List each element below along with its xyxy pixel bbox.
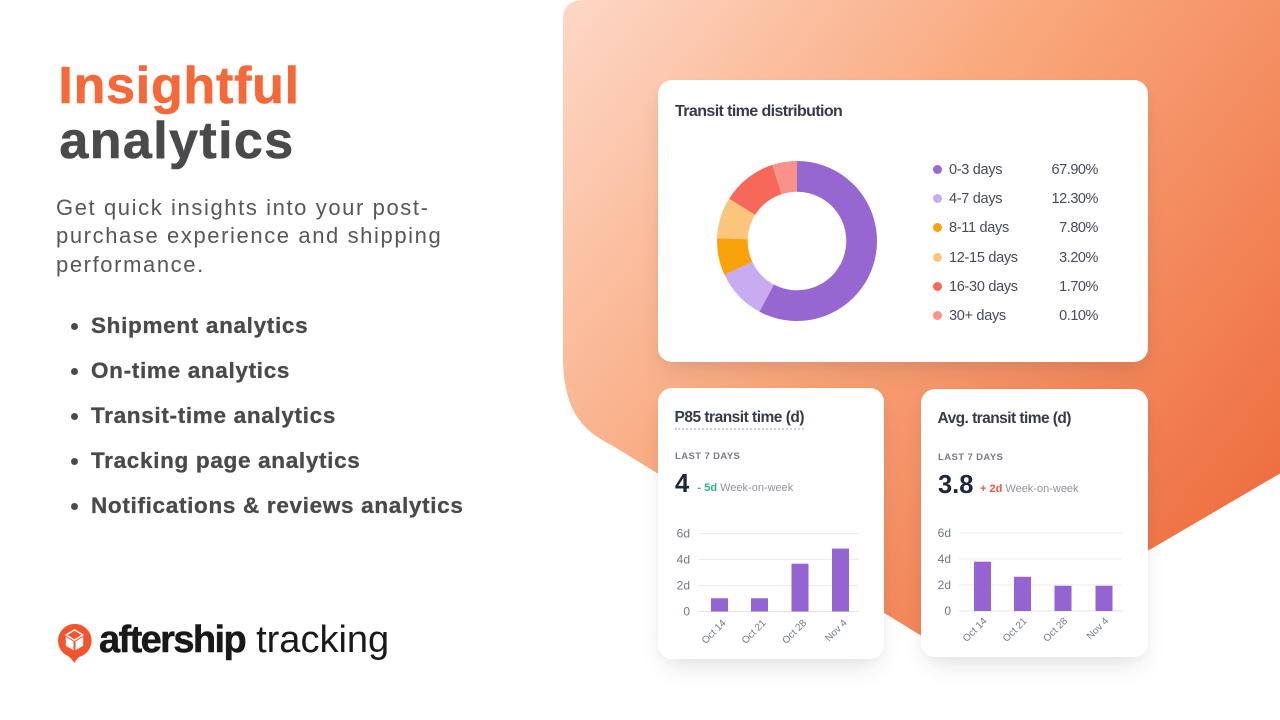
svg-text:Oct 28: Oct 28 (781, 618, 810, 647)
svg-text:2d: 2d (677, 579, 690, 593)
svg-text:Oct 14: Oct 14 (700, 618, 729, 647)
svg-text:4d: 4d (677, 553, 690, 567)
svg-text:6d: 6d (677, 527, 690, 541)
svg-text:Nov 4: Nov 4 (823, 618, 850, 645)
svg-text:Oct 14: Oct 14 (961, 616, 990, 645)
svg-text:Nov 4: Nov 4 (1085, 616, 1112, 643)
svg-text:0: 0 (683, 605, 690, 619)
svg-text:0: 0 (944, 604, 951, 618)
svg-text:Oct 21: Oct 21 (1001, 616, 1030, 645)
svg-text:Oct 28: Oct 28 (1042, 616, 1071, 645)
svg-text:6d: 6d (938, 526, 951, 540)
svg-text:Oct 21: Oct 21 (740, 618, 769, 647)
svg-text:4d: 4d (938, 552, 951, 566)
svg-text:2d: 2d (938, 578, 951, 592)
